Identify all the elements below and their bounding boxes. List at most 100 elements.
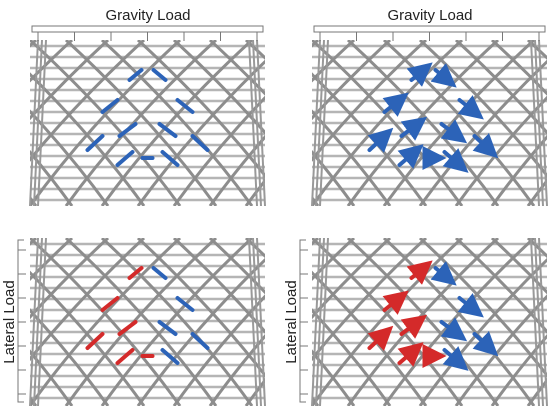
column — [534, 39, 544, 207]
force-arrow — [399, 314, 428, 339]
column — [29, 39, 39, 207]
force-arrow — [157, 122, 178, 138]
diagrid — [312, 308, 392, 406]
diagrid — [490, 333, 547, 406]
column — [538, 237, 548, 407]
diagrid — [244, 178, 265, 206]
diagrid — [136, 238, 265, 378]
column — [248, 39, 258, 207]
diagrid — [346, 238, 500, 406]
diagrid — [312, 270, 428, 406]
load-bracket — [17, 239, 24, 403]
diagrid — [100, 40, 254, 206]
force-arrow — [117, 320, 138, 336]
column — [315, 39, 325, 207]
column — [256, 39, 266, 207]
force-arrow — [382, 290, 409, 315]
diagrid — [208, 333, 265, 406]
force-arrow — [399, 116, 428, 141]
diagrid — [418, 40, 547, 179]
column — [319, 39, 329, 207]
force-arrow — [85, 332, 105, 350]
force-arrow — [406, 260, 433, 285]
column — [530, 39, 540, 207]
diagrid — [244, 377, 265, 406]
column — [311, 237, 321, 407]
diagrid — [30, 72, 146, 206]
force-arrow — [160, 348, 180, 365]
force-arrow — [397, 144, 424, 169]
diagrid — [346, 40, 500, 206]
diagrid — [30, 349, 74, 406]
force-arrow — [430, 63, 457, 88]
force-arrow — [367, 325, 394, 351]
diagrid — [30, 270, 146, 406]
diagrid — [100, 238, 254, 406]
diagrid — [30, 238, 182, 406]
force-arrow — [397, 342, 424, 367]
force-arrow — [100, 296, 120, 312]
column — [37, 237, 47, 407]
force-arrow — [115, 150, 135, 167]
diagrid — [418, 238, 547, 378]
diagrid — [208, 238, 265, 295]
force-arrow — [157, 320, 178, 336]
diagrid — [454, 95, 547, 206]
column — [538, 39, 548, 207]
diagrid — [30, 149, 74, 206]
diagrid — [490, 40, 547, 96]
diagrid — [30, 109, 110, 206]
panels — [17, 25, 548, 407]
column — [248, 237, 258, 407]
column — [311, 39, 321, 207]
load-bar — [31, 25, 264, 33]
diagrid — [208, 40, 265, 96]
diagrid — [312, 149, 356, 206]
diagrid — [64, 238, 218, 406]
force-arrow — [151, 68, 168, 82]
panel-title: Gravity Load — [105, 7, 190, 24]
diagrid — [526, 178, 547, 206]
force-arrow — [175, 296, 195, 312]
column — [256, 237, 266, 407]
force-arrow — [85, 134, 105, 152]
force-arrow — [100, 98, 120, 114]
force-arrow — [127, 68, 144, 82]
force-arrow — [442, 148, 469, 173]
column — [319, 237, 329, 407]
column — [530, 237, 540, 407]
force-arrow — [442, 346, 469, 371]
column — [37, 39, 47, 207]
force-arrow — [439, 119, 468, 144]
structure — [30, 40, 265, 206]
diagrid — [64, 40, 218, 206]
force-arrow — [117, 122, 138, 138]
diagrid — [312, 349, 356, 406]
force-arrow — [406, 62, 433, 87]
diagrid — [526, 377, 547, 406]
force-arrow — [430, 261, 457, 286]
diagrid — [418, 59, 547, 206]
diagrid — [136, 40, 265, 179]
load-bar — [313, 25, 546, 33]
force-arrow — [439, 317, 468, 342]
diagrid — [172, 294, 265, 406]
diagrid — [312, 109, 392, 206]
diagrid — [312, 238, 464, 406]
column — [33, 39, 43, 207]
diagrid — [454, 294, 547, 406]
force-arrow — [367, 127, 394, 153]
diagrid — [172, 95, 265, 206]
load-bracket — [299, 239, 306, 403]
force-arrow — [457, 95, 484, 120]
force-arrow — [472, 133, 499, 159]
diagrid — [490, 134, 547, 206]
column — [29, 237, 39, 407]
structure — [312, 238, 547, 406]
force-arrow — [127, 266, 144, 280]
diagrid — [312, 40, 464, 206]
diagrid — [208, 134, 265, 206]
column — [252, 39, 262, 207]
panel-title: Gravity Load — [387, 7, 472, 24]
